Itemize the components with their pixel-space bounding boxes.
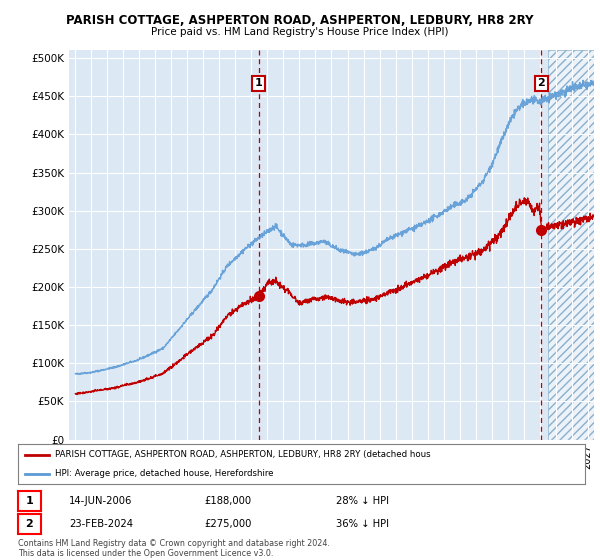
Text: 1: 1: [255, 78, 263, 88]
Text: 23-FEB-2024: 23-FEB-2024: [69, 519, 133, 529]
Text: £188,000: £188,000: [204, 496, 251, 506]
Text: PARISH COTTAGE, ASHPERTON ROAD, ASHPERTON, LEDBURY, HR8 2RY (detached hous: PARISH COTTAGE, ASHPERTON ROAD, ASHPERTO…: [55, 450, 430, 459]
Text: 1: 1: [26, 496, 33, 506]
Text: Price paid vs. HM Land Registry's House Price Index (HPI): Price paid vs. HM Land Registry's House …: [151, 27, 449, 37]
Text: 36% ↓ HPI: 36% ↓ HPI: [336, 519, 389, 529]
Bar: [548, 50, 594, 440]
Text: PARISH COTTAGE, ASHPERTON ROAD, ASHPERTON, LEDBURY, HR8 2RY: PARISH COTTAGE, ASHPERTON ROAD, ASHPERTO…: [66, 14, 534, 27]
Text: Contains HM Land Registry data © Crown copyright and database right 2024.
This d: Contains HM Land Registry data © Crown c…: [18, 539, 330, 558]
Text: 2: 2: [538, 78, 545, 88]
Text: 2: 2: [26, 519, 33, 529]
Text: 14-JUN-2006: 14-JUN-2006: [69, 496, 133, 506]
Text: £275,000: £275,000: [204, 519, 251, 529]
Text: 28% ↓ HPI: 28% ↓ HPI: [336, 496, 389, 506]
Text: HPI: Average price, detached house, Herefordshire: HPI: Average price, detached house, Here…: [55, 469, 274, 478]
Bar: [548, 50, 594, 440]
